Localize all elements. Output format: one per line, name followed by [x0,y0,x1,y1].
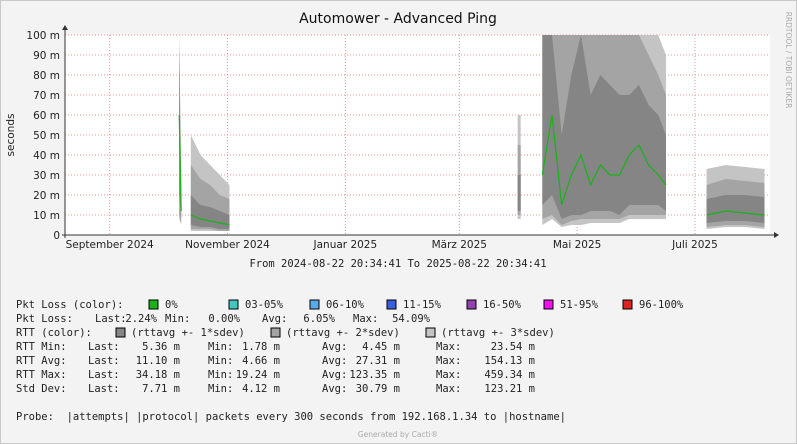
x-tick-label: Januar 2025 [313,239,378,251]
y-tick-label: 60 m [33,110,60,122]
stat-value: Max: [436,341,461,353]
stat-value: 19.24 m [236,369,280,381]
stat-value: 30.79 m [356,383,400,395]
legend-swatch [309,299,320,310]
stat-value: Max: [436,383,461,395]
y-tick-label: 100 m [26,30,60,42]
stat-value: 154.13 m [484,355,535,367]
arrow [774,232,779,238]
legend-label: (rttavg +- 2*sdev) [286,327,400,339]
legend-swatch [425,327,436,338]
stat-value: 0.00% [208,313,240,325]
stat-value: Min: [208,369,233,381]
footer: Generated by Cacti® [358,430,438,439]
stat-value: Avg: [322,369,347,381]
legend-label: 51-95% [560,299,599,311]
side-label: RRDTOOL / TOBI OETIKER [784,12,793,109]
stat-value: 459.34 m [484,369,535,381]
stat-value: Min: [208,383,233,395]
stat-value: 4.12 m [242,383,280,395]
probe: Probe: |attempts| |protocol| packets eve… [16,411,566,423]
legend-label: 16-50% [483,299,522,311]
legend-swatch [270,327,281,338]
stat-label: Std Dev: [16,383,67,395]
stat-value: 23.54 m [491,341,535,353]
stat-value: 6.05% [303,313,335,325]
stat-value: Last: [88,369,120,381]
stat-value: Avg: [322,341,347,353]
stat-value: Last: [88,341,120,353]
stat-label: RTT Min: [16,341,67,353]
legend-label: 03-05% [245,299,284,311]
legend-swatch [228,299,239,310]
legend-label: 0% [165,299,178,311]
stat-label: RTT Max: [16,369,67,381]
stat-value: Last: [88,355,120,367]
stat-value: Min: [208,355,233,367]
y-tick-label: 0 [53,230,60,242]
stat-value: Avg: [322,355,347,367]
legend-label: 96-100% [639,299,684,311]
stat-value: Max: [436,369,461,381]
y-tick-label: 50 m [33,130,60,142]
stat-value: 4.66 m [242,355,280,367]
legend-swatch [115,327,126,338]
y-axis-label: seconds [5,114,17,157]
stat-value: Last: [95,313,127,325]
legend-label: 06-10% [326,299,365,311]
y-tick-label: 10 m [33,210,60,222]
stat-label: RTT Avg: [16,355,67,367]
stat-value: 123.21 m [484,383,535,395]
stat-value: Min: [208,341,233,353]
y-tick-label: 40 m [33,150,60,162]
stat-value: 5.36 m [142,341,180,353]
avg-line [178,114,765,226]
legend-title: Pkt Loss (color): [16,299,123,311]
stat-value: 4.45 m [362,341,400,353]
x-tick-label: Juli 2025 [671,239,718,251]
x-tick-label: Mai 2025 [553,239,601,251]
legend-swatch [543,299,554,310]
legend-label: (rttavg +- 3*sdev) [441,327,555,339]
x-tick-label: September 2024 [66,239,154,251]
stat-value: 7.71 m [142,383,180,395]
legend-swatch [466,299,477,310]
y-tick-label: 90 m [33,50,60,62]
y-tick-label: 20 m [33,190,60,202]
chart-title: Automower - Advanced Ping [299,11,497,27]
stat-value: 2.24% [125,313,157,325]
stat-value: 34.18 m [136,369,180,381]
x-tick-label: März 2025 [432,239,487,251]
y-tick-label: 80 m [33,70,60,82]
stat-value: Avg: [262,313,287,325]
band [179,35,765,229]
stat-value: 27.31 m [356,355,400,367]
time-range: From 2024-08-22 20:34:41 To 2025-08-22 2… [249,258,546,270]
y-tick-label: 70 m [33,90,60,102]
x-tick-label: November 2024 [185,239,270,251]
arrow [62,25,68,30]
stat-value: Last: [88,383,120,395]
legend-label: (rttavg +- 1*sdev) [131,327,245,339]
stat-value: Min: [165,313,190,325]
legend-swatch [386,299,397,310]
stat-value: Max: [436,355,461,367]
legend-swatch [148,299,159,310]
legend-title: RTT (color): [16,327,92,339]
stat-value: Max: [353,313,378,325]
stat-value: 11.10 m [136,355,180,367]
legend-swatch [622,299,633,310]
legend-label: 11-15% [403,299,442,311]
stat-value: Avg: [322,383,347,395]
stat-label: Pkt Loss: [16,313,73,325]
y-tick-label: 30 m [33,170,60,182]
stat-value: 1.78 m [242,341,280,353]
stat-value: 54.09% [392,313,431,325]
stat-value: 123.35 m [349,369,400,381]
